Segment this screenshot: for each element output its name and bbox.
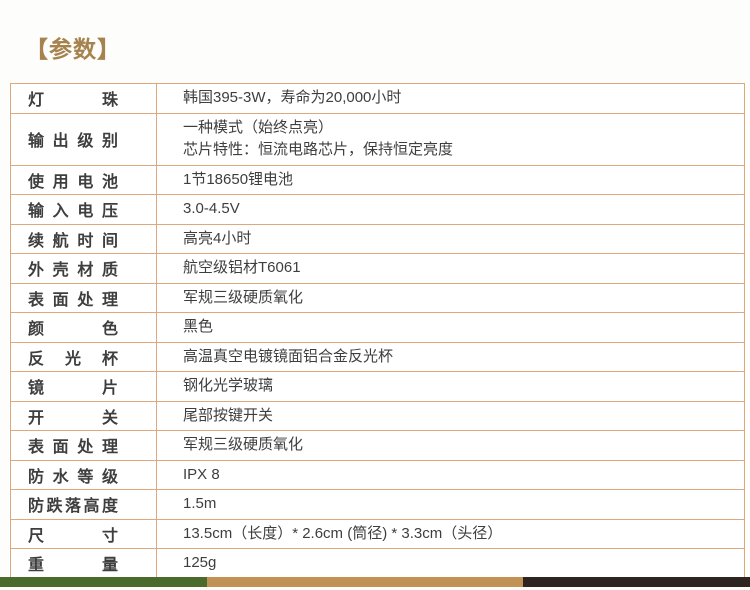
spec-label: 防水等级 (10, 459, 157, 490)
spec-label-text: 防水等级 (28, 468, 118, 486)
footer-bar-dark (523, 577, 750, 587)
spec-label: 重量 (10, 548, 157, 579)
row-runtime: 续航时间 高亮4小时 (10, 223, 745, 254)
spec-label-text: 镜片 (28, 380, 118, 398)
spec-label-text: 防跌落高度 (28, 498, 118, 516)
row-reflector: 反光杯 高温真空电镀镜面铝合金反光杯 (10, 341, 745, 372)
spec-label: 防跌落高度 (10, 489, 157, 520)
row-color: 颜色 黑色 (10, 312, 745, 343)
row-output-level: 输出级别 一种模式（始终点亮） 芯片特性：恒流电路芯片，保持恒定亮度 (10, 112, 745, 166)
spec-value: IPX 8 (156, 459, 745, 490)
page-title: 【参数】 (25, 36, 121, 62)
row-waterproof-rating: 防水等级 IPX 8 (10, 459, 745, 490)
spec-label-text: 表面处理 (28, 291, 118, 309)
row-input-voltage: 输入电压 3.0-4.5V (10, 194, 745, 225)
spec-label: 外壳材质 (10, 253, 157, 284)
spec-value: 黑色 (156, 312, 745, 343)
spec-label-text: 表面处理 (28, 439, 118, 457)
footer-color-bars (0, 577, 750, 587)
spec-value: 1.5m (156, 489, 745, 520)
spec-label-text: 输出级别 (28, 133, 118, 150)
row-drop-resistance: 防跌落高度 1.5m (10, 489, 745, 520)
spec-value: 钢化光学玻璃 (156, 371, 745, 402)
spec-label-text: 重量 (28, 557, 118, 575)
row-surface-treatment-1: 表面处理 军规三级硬质氧化 (10, 282, 745, 313)
spec-label: 输出级别 (10, 112, 157, 166)
spec-value: 高温真空电镀镜面铝合金反光杯 (156, 341, 745, 372)
spec-label-text: 开关 (28, 409, 118, 427)
spec-label: 尺寸 (10, 518, 157, 549)
spec-label-text: 灯珠 (28, 92, 118, 110)
spec-value: 航空级铝材T6061 (156, 253, 745, 284)
spec-label-text: 尺寸 (28, 527, 118, 545)
row-led-bead: 灯珠 韩国395-3W，寿命为20,000小时 (10, 83, 745, 114)
spec-value: 13.5cm（长度）* 2.6cm (筒径) * 3.3cm（头径） (156, 518, 745, 549)
row-dimensions: 尺寸 13.5cm（长度）* 2.6cm (筒径) * 3.3cm（头径） (10, 518, 745, 549)
row-switch: 开关 尾部按键开关 (10, 400, 745, 431)
row-weight: 重量 125g (10, 548, 745, 579)
spec-value: 军规三级硬质氧化 (156, 430, 745, 461)
spec-value: 尾部按键开关 (156, 400, 745, 431)
spec-label-text: 外壳材质 (28, 262, 118, 280)
spec-value: 一种模式（始终点亮） 芯片特性：恒流电路芯片，保持恒定亮度 (156, 112, 745, 166)
spec-label: 使用电池 (10, 164, 157, 195)
spec-label: 颜色 (10, 312, 157, 343)
row-body-material: 外壳材质 航空级铝材T6061 (10, 253, 745, 284)
spec-label: 表面处理 (10, 282, 157, 313)
spec-value: 1节18650锂电池 (156, 164, 745, 195)
row-lens: 镜片 钢化光学玻璃 (10, 371, 745, 402)
spec-label: 反光杯 (10, 341, 157, 372)
spec-label-text: 输入电压 (28, 203, 118, 221)
spec-label: 表面处理 (10, 430, 157, 461)
spec-table: 灯珠 韩国395-3W，寿命为20,000小时 输出级别 一种模式（始终点亮） … (10, 83, 745, 579)
spec-label-text: 颜色 (28, 321, 118, 339)
row-battery: 使用电池 1节18650锂电池 (10, 164, 745, 195)
row-surface-treatment-2: 表面处理 军规三级硬质氧化 (10, 430, 745, 461)
spec-value: 军规三级硬质氧化 (156, 282, 745, 313)
spec-label: 开关 (10, 400, 157, 431)
spec-value: 3.0-4.5V (156, 194, 745, 225)
spec-value: 韩国395-3W，寿命为20,000小时 (156, 83, 745, 114)
spec-value: 高亮4小时 (156, 223, 745, 254)
spec-label: 镜片 (10, 371, 157, 402)
spec-label: 续航时间 (10, 223, 157, 254)
spec-label-text: 使用电池 (28, 173, 118, 191)
spec-label: 输入电压 (10, 194, 157, 225)
spec-label: 灯珠 (10, 83, 157, 114)
spec-label-text: 反光杯 (28, 350, 118, 368)
footer-bar-green (0, 577, 207, 587)
spec-label-text: 续航时间 (28, 232, 118, 250)
footer-bar-tan (207, 577, 523, 587)
spec-value: 125g (156, 548, 745, 579)
